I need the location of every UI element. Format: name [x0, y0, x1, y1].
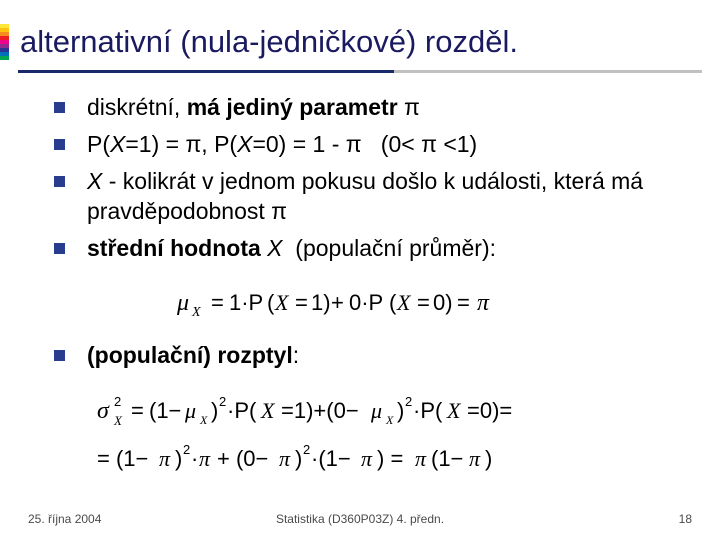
svg-text:·: ·: [191, 446, 198, 471]
svg-text:2: 2: [183, 442, 190, 457]
bullet-text: střední hodnota X (populační průměr):: [87, 234, 496, 263]
svg-text:X: X: [396, 290, 412, 315]
bullet-text: (populační) rozptyl:: [87, 341, 299, 370]
svg-text:X: X: [191, 305, 201, 320]
bullet-text: diskrétní, má jediný parametr π: [87, 93, 420, 122]
bullet-item: X - kolikrát v jednom pokusu došlo k udá…: [54, 167, 680, 226]
svg-text:0): 0): [433, 290, 453, 315]
svg-text:): ): [295, 446, 302, 471]
svg-text:·P(: ·P(: [413, 398, 443, 423]
svg-text:=: =: [417, 290, 430, 315]
bullet-text: X - kolikrát v jednom pokusu došlo k udá…: [87, 167, 680, 226]
slide-footer: 25. října 2004 Statistika (D360P03Z) 4. …: [0, 512, 720, 526]
svg-text:X: X: [274, 290, 290, 315]
svg-text:X: X: [260, 398, 276, 423]
bullet-icon: [54, 350, 65, 361]
footer-title: Statistika (D360P03Z) 4. předn.: [276, 512, 444, 526]
svg-text:π: π: [159, 446, 171, 471]
bullet-item: P(X=1) = π, P(X=0) = 1 - π (0< π <1): [54, 130, 680, 159]
svg-text:=: =: [457, 290, 470, 315]
svg-text:+: +: [331, 290, 344, 315]
svg-text:σ: σ: [97, 398, 110, 424]
svg-text:= (1−: = (1−: [97, 446, 148, 471]
svg-text:): ): [397, 398, 404, 423]
svg-text:): ): [175, 446, 182, 471]
svg-text:π: π: [415, 446, 427, 471]
bullet-icon: [54, 176, 65, 187]
formula-mean: μ X = 1·P ( X = 1) + 0·P ( X = 0) = π: [54, 286, 680, 325]
svg-text:=: =: [295, 290, 308, 315]
svg-text:π: π: [361, 446, 373, 471]
svg-text:(1−: (1−: [149, 398, 181, 423]
svg-text:·P(: ·P(: [227, 398, 257, 423]
svg-text:1·P: 1·P: [229, 290, 263, 315]
svg-text:X: X: [385, 413, 394, 427]
svg-text:π: π: [477, 290, 490, 316]
svg-text:) =: ) =: [377, 446, 403, 471]
svg-text:(: (: [389, 290, 397, 315]
slide-content: diskrétní, má jediný parametr π P(X=1) =…: [0, 73, 720, 488]
svg-text:X: X: [199, 413, 208, 427]
svg-text:2: 2: [303, 442, 310, 457]
title-bar: alternativní (nula-jedničkové) rozděl.: [0, 0, 720, 70]
bullet-icon: [54, 139, 65, 150]
svg-text:=1)+(0−: =1)+(0−: [281, 398, 359, 423]
svg-text:2: 2: [405, 394, 412, 409]
bullet-icon: [54, 102, 65, 113]
svg-text:2: 2: [219, 394, 226, 409]
svg-text:X: X: [113, 413, 123, 428]
svg-text:π: π: [279, 446, 291, 471]
svg-text:=: =: [211, 290, 224, 315]
bullet-icon: [54, 243, 65, 254]
slide-title: alternativní (nula-jedničkové) rozděl.: [18, 24, 720, 60]
bullet-item: diskrétní, má jediný parametr π: [54, 93, 680, 122]
bullet-text: P(X=1) = π, P(X=0) = 1 - π (0< π <1): [87, 130, 477, 159]
svg-text:): ): [485, 446, 492, 471]
formula-variance: σ 2 X = (1− μ X ) 2 ·P( X =1)+(0− μ X ) …: [34, 392, 680, 487]
svg-text:μ: μ: [370, 398, 382, 423]
svg-text:+ (0−: + (0−: [217, 446, 268, 471]
svg-text:(: (: [267, 290, 275, 315]
svg-text:=: =: [131, 398, 144, 423]
svg-text:=0)=: =0)=: [467, 398, 512, 423]
svg-text:2: 2: [114, 394, 121, 409]
svg-text:(1−: (1−: [431, 446, 463, 471]
svg-text:1): 1): [311, 290, 331, 315]
bullet-item: (populační) rozptyl:: [54, 341, 680, 370]
slide-number: 18: [679, 512, 692, 526]
svg-text:π: π: [469, 446, 481, 471]
svg-text:π: π: [199, 446, 211, 471]
footer-date: 25. října 2004: [28, 512, 101, 526]
bullet-item: střední hodnota X (populační průměr):: [54, 234, 680, 263]
svg-text:·(1−: ·(1−: [311, 446, 351, 471]
svg-text:): ): [211, 398, 218, 423]
svg-text:μ: μ: [184, 398, 196, 423]
svg-text:X: X: [446, 398, 462, 423]
svg-text:μ: μ: [177, 290, 189, 316]
svg-text:0·P: 0·P: [349, 290, 383, 315]
title-accent-stripes: [0, 24, 9, 60]
